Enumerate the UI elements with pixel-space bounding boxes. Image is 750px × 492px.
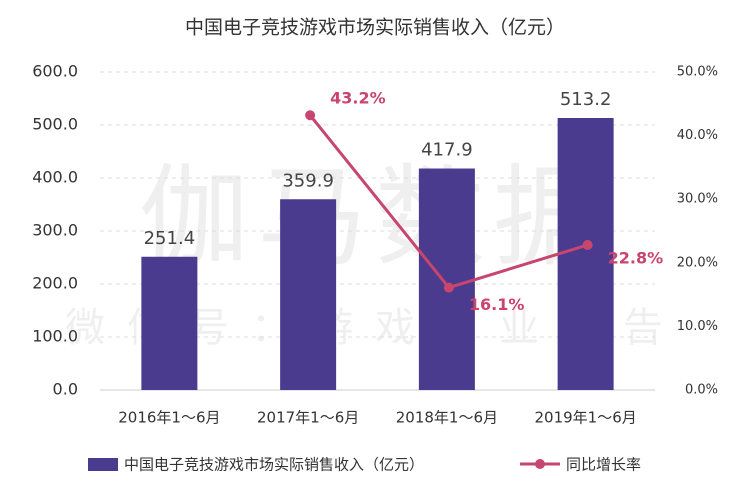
legend-swatch <box>88 458 118 471</box>
y-tick-label: 400.0 <box>32 168 78 187</box>
line-point <box>582 239 593 250</box>
line-value-label: 22.8% <box>608 248 664 267</box>
y-tick-label: 0.0 <box>53 380 78 399</box>
x-tick-label: 2018年1～6月 <box>396 409 498 427</box>
legend-label: 中国电子竞技游戏市场实际销售收入（亿元） <box>124 456 424 474</box>
y-tick-label: 600.0 <box>32 62 78 81</box>
y2-tick-label: 40.0% <box>677 128 718 143</box>
y2-tick-label: 30.0% <box>677 192 718 207</box>
bar <box>280 199 337 390</box>
y-tick-label: 200.0 <box>32 274 78 293</box>
x-tick-label: 2019年1～6月 <box>534 409 636 427</box>
y2-tick-label: 10.0% <box>677 319 718 334</box>
y2-tick-label: 0.0% <box>685 383 718 398</box>
x-tick-label: 2016年1～6月 <box>118 409 220 427</box>
bar <box>557 118 614 390</box>
legend-swatch <box>535 459 545 469</box>
line-value-label: 43.2% <box>330 89 386 108</box>
y-tick-label: 100.0 <box>32 327 78 346</box>
bar-value-label: 359.9 <box>282 170 334 191</box>
chart-title: 中国电子竞技游戏市场实际销售收入（亿元） <box>185 17 565 39</box>
x-tick-label: 2017年1～6月 <box>257 409 359 427</box>
legend-label: 同比增长率 <box>566 456 641 474</box>
y-tick-label: 500.0 <box>32 115 78 134</box>
y2-tick-label: 50.0% <box>677 65 718 80</box>
bar <box>141 256 198 390</box>
watermark: 伽马数据 <box>139 153 611 281</box>
bar-value-label: 513.2 <box>560 89 612 110</box>
bar-value-label: 251.4 <box>144 228 196 249</box>
line-value-label: 16.1% <box>469 295 525 314</box>
y-tick-label: 300.0 <box>32 221 78 240</box>
y2-tick-label: 20.0% <box>677 255 718 270</box>
line-point <box>305 110 316 121</box>
bar-value-label: 417.9 <box>421 140 473 161</box>
line-point <box>443 282 454 293</box>
bar <box>418 168 475 390</box>
